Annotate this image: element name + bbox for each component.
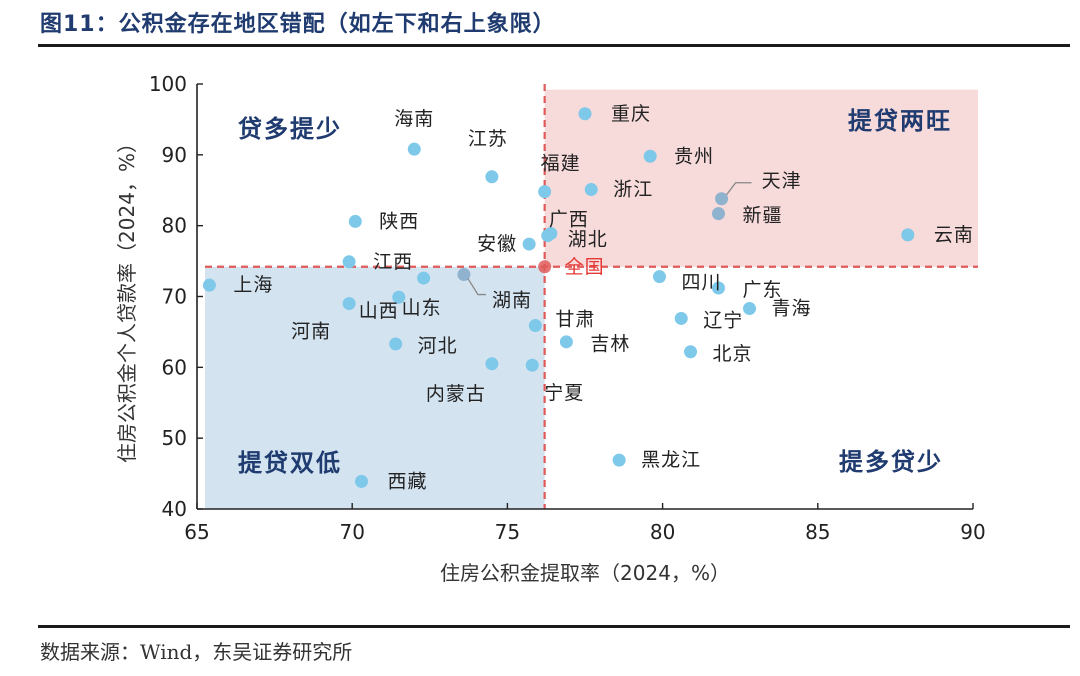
data-label: 湖北 <box>568 229 608 251</box>
data-point-12 <box>522 237 536 251</box>
quadrant-label-top-right: 提贷两旺 <box>848 107 952 135</box>
quadrant-label-bottom-left: 提贷双低 <box>238 449 342 477</box>
data-point-15 <box>417 271 431 285</box>
data-point-25 <box>559 335 573 349</box>
data-point-22 <box>674 311 688 325</box>
chart-axes: 40 50 60 70 80 90 100 65 70 75 80 85 90 <box>149 72 986 544</box>
data-point-21 <box>743 302 757 316</box>
data-label: 江苏 <box>468 128 508 150</box>
data-point-13 <box>342 255 356 269</box>
footer-rule <box>38 625 1070 628</box>
data-label: 山西 <box>359 300 399 322</box>
data-point-10 <box>541 229 555 243</box>
data-point-19 <box>392 290 406 304</box>
data-point-7 <box>711 207 725 221</box>
data-label: 北京 <box>713 343 753 365</box>
x-axis-title: 住房公积金提取率（2024，%） <box>440 561 730 585</box>
data-point-4 <box>538 185 552 199</box>
data-point-5 <box>584 183 598 197</box>
data-point-3 <box>485 170 499 184</box>
data-point-17 <box>202 278 216 292</box>
data-label: 宁夏 <box>544 382 584 404</box>
data-label: 安徽 <box>477 233 517 255</box>
data-point-26 <box>684 345 698 359</box>
data-label: 青海 <box>772 298 812 320</box>
data-point-8 <box>348 214 362 228</box>
figure-title: 图11：公积金存在地区错配（如左下和右上象限） <box>40 12 556 37</box>
data-label: 福建 <box>541 153 581 175</box>
data-label: 河北 <box>418 335 458 357</box>
data-point-23 <box>528 319 542 333</box>
y-tick-label: 40 <box>162 497 187 521</box>
data-label: 江西 <box>373 251 413 273</box>
data-label: 湖南 <box>492 290 532 312</box>
data-label: 辽宁 <box>703 309 743 331</box>
data-label: 浙江 <box>613 179 653 201</box>
data-point-28 <box>525 358 539 372</box>
source-note: 数据来源：Wind，东吴证券研究所 <box>40 640 353 664</box>
quadrant-label-bottom-right: 提多贷少 <box>839 448 943 476</box>
data-label: 西藏 <box>388 470 428 492</box>
data-label: 云南 <box>934 224 974 246</box>
data-label: 黑龙江 <box>641 449 701 471</box>
quadrant-backgrounds <box>205 89 978 509</box>
data-point-2 <box>643 149 657 163</box>
y-tick-label: 70 <box>162 285 187 309</box>
data-point-14 <box>457 268 471 282</box>
data-point-27 <box>485 357 499 371</box>
data-point-20 <box>342 297 356 311</box>
data-point-29 <box>612 453 626 467</box>
data-label: 陕西 <box>379 210 419 232</box>
leader-line-hunan <box>467 278 486 296</box>
x-tick-label: 65 <box>184 520 209 544</box>
data-label: 上海 <box>233 274 273 296</box>
data-label: 重庆 <box>611 103 651 125</box>
leader-line-tianjin <box>726 182 752 196</box>
data-point-11 <box>901 228 915 242</box>
data-label: 新疆 <box>742 205 782 227</box>
data-label: 山东 <box>402 297 442 319</box>
data-point-18 <box>711 281 725 295</box>
data-point-1 <box>407 142 421 156</box>
data-point-6 <box>715 192 729 206</box>
data-point-0 <box>578 107 592 121</box>
y-tick-label: 90 <box>162 143 187 167</box>
x-tick-label: 75 <box>495 520 520 544</box>
data-label: 广东 <box>742 279 782 301</box>
data-label: 海南 <box>394 108 434 130</box>
threshold-lines <box>205 84 978 509</box>
x-tick-label: 85 <box>805 520 830 544</box>
data-label: 四川 <box>681 272 721 294</box>
y-axis-title: 住房公积金个人贷款率（2024，%） <box>115 133 139 463</box>
x-tick-label: 80 <box>650 520 675 544</box>
data-label: 广西 <box>549 208 589 230</box>
data-point-30 <box>355 474 369 488</box>
national-point <box>538 260 552 274</box>
national-label: 全国 <box>565 256 605 278</box>
y-tick-label: 50 <box>162 426 187 450</box>
data-label: 天津 <box>762 170 802 192</box>
data-label: 吉林 <box>590 333 630 355</box>
data-label: 甘肃 <box>555 309 595 331</box>
y-tick-label: 80 <box>162 214 187 238</box>
data-point-24 <box>389 337 403 351</box>
data-label: 河南 <box>291 321 331 343</box>
quadrant-low-low-bg <box>205 266 545 509</box>
y-tick-label: 60 <box>162 355 187 379</box>
data-points <box>202 107 915 488</box>
x-tick-label: 70 <box>339 520 364 544</box>
y-tick-label: 100 <box>149 72 187 96</box>
title-rule <box>38 44 1070 47</box>
x-tick-label: 90 <box>960 520 985 544</box>
data-label: 贵州 <box>674 145 714 167</box>
data-label: 内蒙古 <box>426 383 486 405</box>
data-point-16 <box>652 270 666 284</box>
quadrant-label-top-left: 贷多提少 <box>238 115 342 143</box>
